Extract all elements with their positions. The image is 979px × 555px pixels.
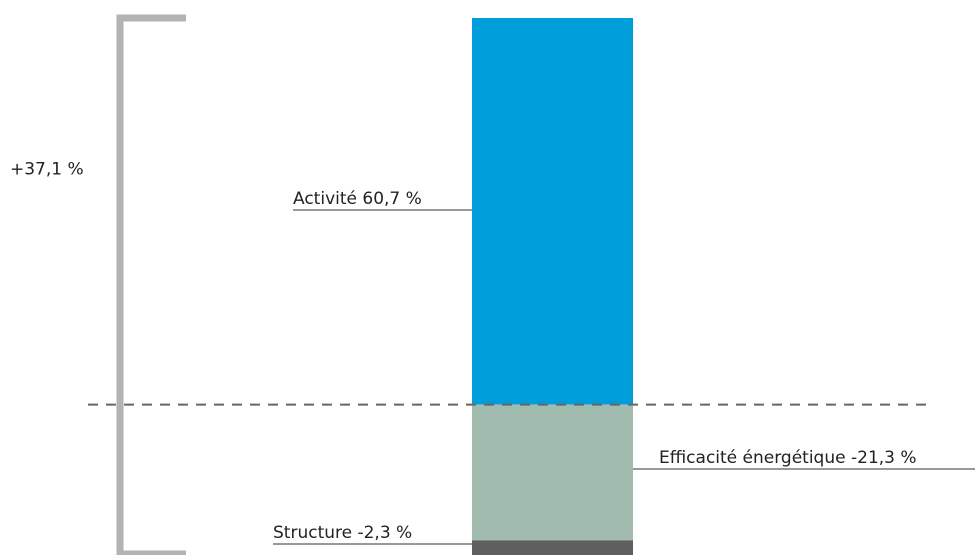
total-change-label: +37,1 % <box>10 159 84 179</box>
label-structure: Structure -2,3 % <box>273 523 412 543</box>
total-change-bracket <box>116 14 186 555</box>
bar-segment-structure <box>472 540 633 555</box>
bar-segment-activite <box>472 18 633 405</box>
bar-segment-efficacite-energetique <box>472 404 633 541</box>
label-efficacite-energetique: Efficacité énergétique -21,3 % <box>659 448 917 468</box>
label-activite: Activité 60,7 % <box>293 189 422 209</box>
